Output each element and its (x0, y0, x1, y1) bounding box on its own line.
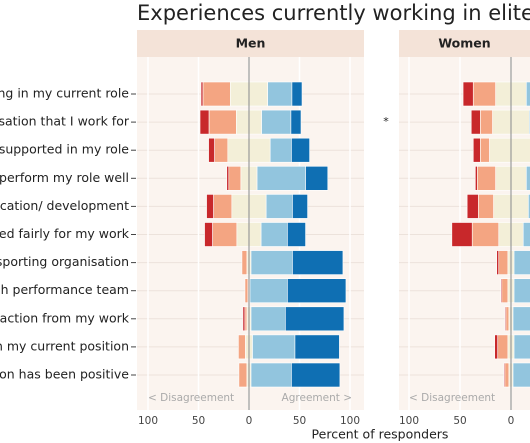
category-label: e perform my role well (0, 170, 129, 185)
bar-segment (265, 194, 293, 219)
bar-segment (252, 334, 296, 360)
panel-header (399, 30, 530, 57)
bar-segment (494, 334, 499, 360)
bar-segment (522, 222, 530, 247)
x-tick-label: 100 (399, 415, 419, 427)
category-label: sation that I work for (0, 114, 130, 129)
bar-segment (472, 137, 481, 163)
bar-segment (462, 81, 474, 107)
bar-segment (208, 137, 215, 163)
bar-segment (256, 166, 306, 191)
bar-segment (228, 166, 242, 191)
annotation: Agreement > (282, 392, 352, 404)
bar-segment (290, 109, 302, 135)
x-axis-label: Percent of responders (312, 427, 449, 442)
bar-segment (226, 166, 230, 191)
annotation: < Disagreement (148, 392, 234, 404)
category-label: gh performance team (0, 282, 129, 297)
bar-segment (202, 81, 231, 107)
bar-segment (498, 250, 509, 275)
bar-segment (525, 166, 530, 191)
bar-segment (244, 306, 248, 332)
bar-segment (291, 81, 303, 107)
bar-segment (260, 222, 288, 247)
category-label: supported in my role (0, 142, 129, 157)
x-tick-label: 100 (138, 415, 158, 427)
bar-segment (285, 306, 345, 332)
bar-segment (261, 109, 292, 135)
bar-segment (477, 166, 496, 191)
bar-segment (204, 222, 213, 247)
bar-segment (199, 109, 210, 135)
x-tick-label: 50 (192, 415, 205, 427)
bar-segment (294, 334, 340, 360)
bar-segment (291, 362, 341, 388)
bar-segment (496, 250, 500, 275)
bar-segment (242, 306, 246, 332)
bar-segment (250, 306, 286, 332)
bar-segment (489, 137, 530, 163)
panel-header (137, 30, 364, 57)
bar-segment (474, 166, 478, 191)
chart-title: Experiences currently working in elite s… (137, 1, 530, 25)
bar-segment (470, 109, 481, 135)
bar-segment (512, 362, 530, 388)
category-label: cation/ development (0, 198, 129, 213)
x-tick-label: 0 (508, 415, 515, 427)
bar-segment (250, 250, 293, 275)
bar-segment (501, 278, 509, 304)
bar-segment (513, 250, 530, 275)
bar-segment (214, 137, 229, 163)
bar-segment (287, 222, 306, 247)
bar-segment (505, 306, 510, 332)
bar-segment (250, 362, 292, 388)
x-tick-label: 50 (453, 415, 466, 427)
x-tick-label: 0 (246, 415, 253, 427)
bar-segment (241, 250, 248, 275)
x-tick-label: 50 (293, 415, 306, 427)
category-label: ted fairly for my work (0, 226, 130, 241)
bar-segment (200, 81, 204, 107)
bar-segment (480, 109, 493, 135)
significance-note: * (383, 115, 389, 128)
bar-segment (208, 109, 237, 135)
bar-segment (478, 194, 494, 219)
panel-title: Women (438, 36, 490, 51)
bar-segment (472, 81, 497, 107)
category-label: faction from my work (0, 310, 130, 325)
panel-title: Men (236, 36, 266, 51)
bar-segment (206, 194, 214, 219)
bar-segment (513, 278, 530, 304)
category-label: ing in my current role (0, 86, 129, 101)
bar-segment (238, 362, 248, 388)
bar-segment (480, 137, 490, 163)
bar-segment (466, 194, 479, 219)
category-label: sporting organisation (0, 254, 129, 269)
bar-segment (513, 334, 530, 360)
bar-segment (528, 194, 530, 219)
bar-segment (471, 222, 500, 247)
bar-segment (269, 137, 292, 163)
bar-segment (292, 194, 308, 219)
bar-segment (451, 222, 473, 247)
bar-segment (497, 334, 509, 360)
bar-segment (292, 250, 344, 275)
annotation: < Disagreement (409, 392, 495, 404)
bar-segment (212, 222, 238, 247)
bar-segment (504, 362, 510, 388)
bar-segment (287, 278, 347, 304)
category-label: sion has been positive (0, 367, 129, 382)
bar-segment (525, 81, 530, 107)
bar-segment (213, 194, 233, 219)
bar-segment (512, 306, 530, 332)
bar-segment (267, 81, 293, 107)
bar-segment (305, 166, 329, 191)
bar-segment (244, 278, 249, 304)
x-tick-label: 100 (340, 415, 360, 427)
category-label: n my current position (0, 338, 129, 353)
bar-segment (238, 334, 246, 360)
bar-segment (291, 137, 310, 163)
bar-segment (249, 278, 288, 304)
